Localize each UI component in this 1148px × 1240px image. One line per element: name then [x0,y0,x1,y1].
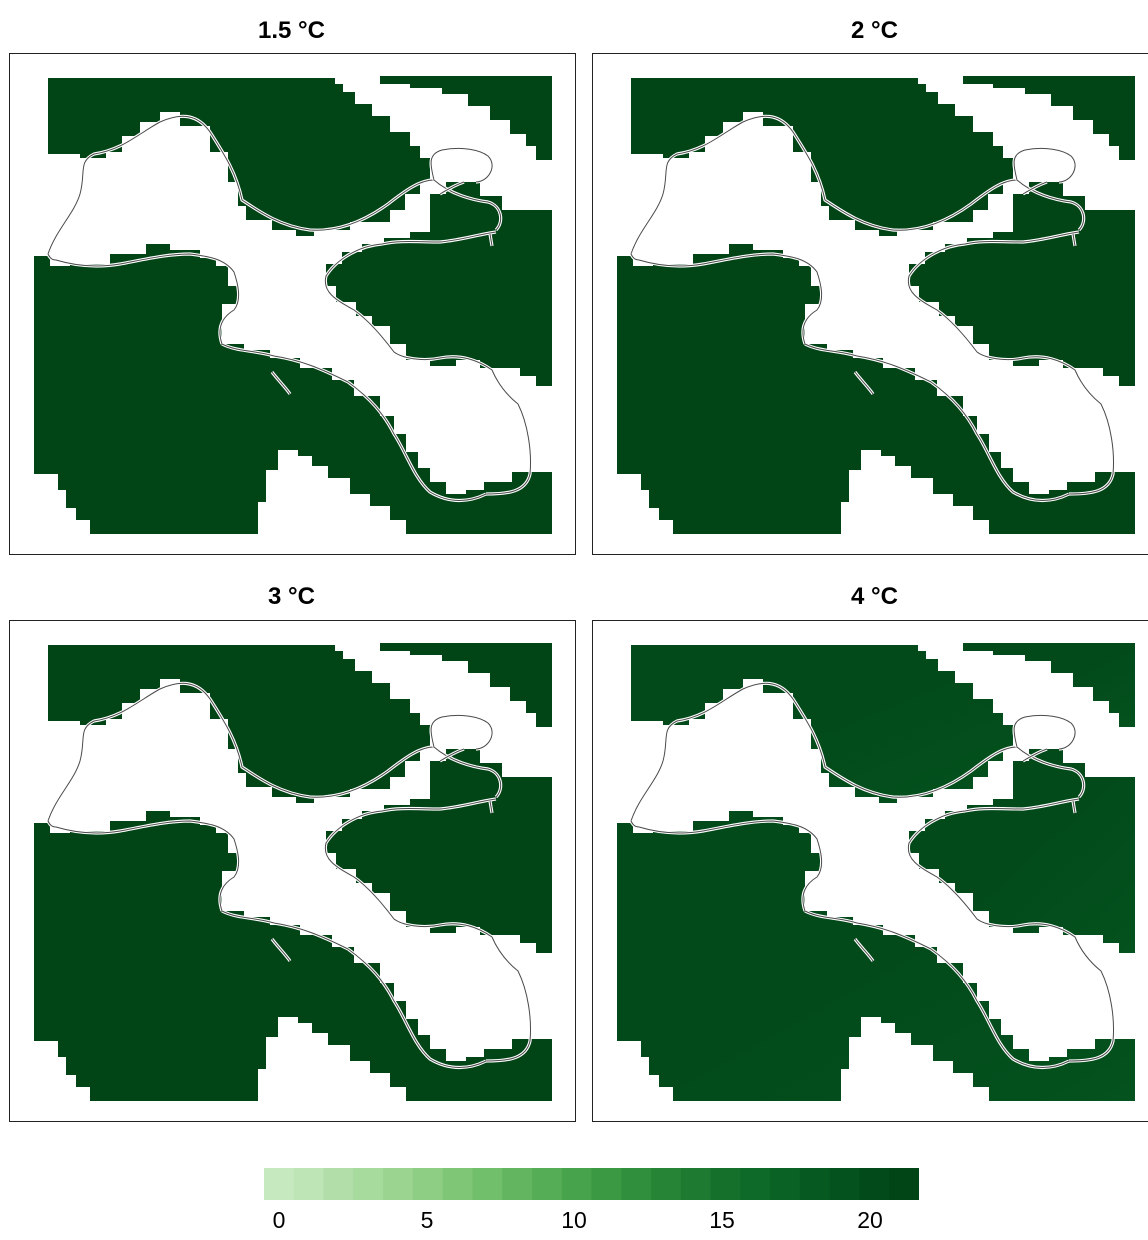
colorbar-swatch [859,1168,890,1200]
coastline [1022,748,1048,762]
coastline [271,938,291,962]
coastline [630,682,1018,822]
map-svg-3 [34,643,552,1101]
map-panel-3 [9,620,576,1122]
colorbar-swatch [383,1168,414,1200]
panel-title-1: 1.5 °C [258,17,325,44]
coastline [804,910,1070,1068]
colorbar-tick-0: 0 [272,1207,286,1233]
colorbar-tick-10: 10 [561,1207,587,1233]
colorbar-swatch [680,1168,712,1200]
land-northeast [380,76,552,160]
coastline [630,820,823,912]
map-panel-4 [592,620,1148,1122]
coastline [271,371,291,395]
colorbar-tick-15: 15 [709,1207,735,1233]
colorbar-swatch [442,1168,474,1200]
coastline [1072,800,1076,814]
land-northwest [631,78,1013,236]
land-northwest [48,78,430,236]
coastline [430,147,493,183]
colorbar-swatch [531,1168,563,1200]
coastline [47,253,240,345]
coastline [47,820,240,912]
coastline [804,343,1070,501]
land-northwest [631,645,1013,803]
coastline [221,910,487,1068]
coastline [1022,181,1048,195]
colorbar-swatch [889,1168,919,1200]
coastline [47,682,435,822]
coastline [1013,714,1076,750]
coastline [439,181,465,195]
colorbar-swatch [412,1168,444,1200]
colorbar-swatch [472,1168,503,1200]
colorbar-swatch [561,1168,593,1200]
map-svg-4 [617,643,1135,1101]
colorbar-swatch [353,1168,384,1200]
coastline [854,938,874,962]
map-panel-2 [592,53,1148,555]
coastline [854,371,874,395]
coastline [489,800,493,814]
land-south [34,244,552,534]
colorbar-swatch [799,1168,831,1200]
colorbar-swatch [651,1168,682,1200]
coastline [1072,233,1076,247]
coastline [47,115,435,255]
colorbar-swatch [770,1168,801,1200]
colorbar-swatch [710,1168,741,1200]
coastline [324,798,531,1062]
coastline [907,231,1114,495]
coastline [430,714,493,750]
land-south [617,811,1135,1101]
land-northeast [963,643,1135,727]
map-panel-1 [9,53,576,555]
coastline [221,343,487,501]
land-northwest [48,645,430,803]
colorbar-swatch [740,1168,771,1200]
colorbar-swatch [829,1168,861,1200]
colorbar [264,1168,919,1200]
colorbar-swatch [293,1168,325,1200]
land-south [617,244,1135,534]
coastline [1013,147,1076,183]
panel-title-2: 2 °C [851,17,898,44]
panel-title-3: 3 °C [268,583,315,610]
colorbar-tick-20: 20 [857,1207,883,1233]
map-svg-2 [617,76,1135,534]
colorbar-swatch [264,1168,295,1200]
coastline [324,231,531,495]
colorbar-swatch [591,1168,622,1200]
land-northeast [380,643,552,727]
coastline [907,798,1114,1062]
coastline [630,253,823,345]
colorbar-swatch [323,1168,354,1200]
map-svg-1 [34,76,552,534]
coastline [489,233,493,247]
panel-title-4: 4 °C [851,583,898,610]
land-northeast [963,76,1135,160]
coastline [630,115,1018,255]
coastline [439,748,465,762]
colorbar-tick-5: 5 [420,1207,434,1233]
colorbar-swatch [621,1168,652,1200]
colorbar-swatch [502,1168,533,1200]
land-south [34,811,552,1101]
